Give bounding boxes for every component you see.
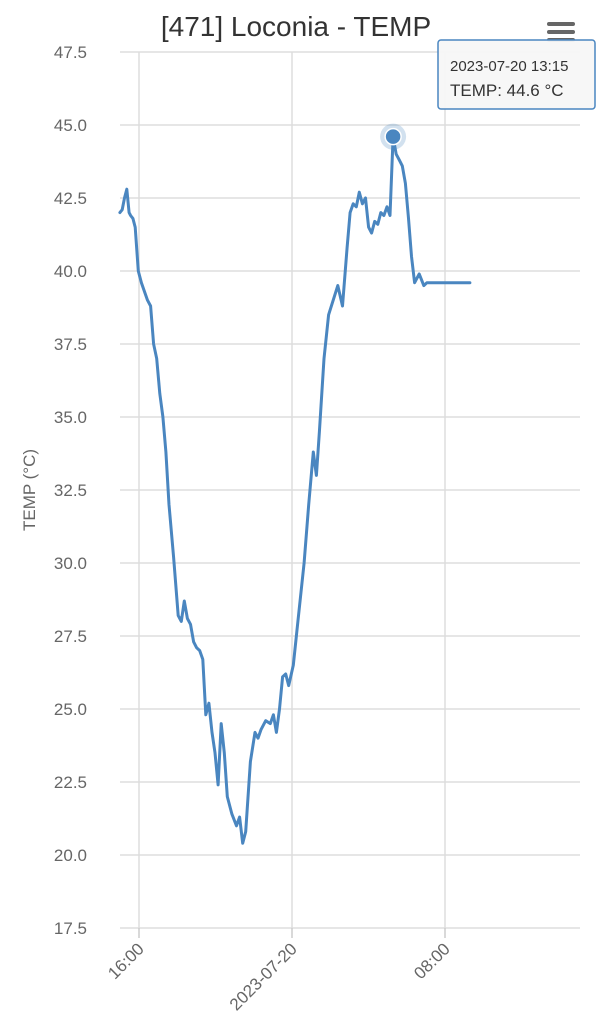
y-tick-label: 17.5 xyxy=(54,919,87,938)
x-tick-label: 2023-07-20 xyxy=(226,939,301,1014)
y-tick-label: 32.5 xyxy=(54,481,87,500)
highlighted-point[interactable] xyxy=(380,123,407,150)
y-tick-label: 25.0 xyxy=(54,700,87,719)
x-gridlines xyxy=(138,52,446,938)
y-tick-label: 35.0 xyxy=(54,408,87,427)
x-tick-label: 08:00 xyxy=(410,939,454,983)
tooltip-time: 2023-07-20 13:15 xyxy=(450,58,568,75)
y-tick-labels: 17.5 20.0 22.5 25.0 27.5 30.0 32.5 35.0 37.5 40.0… xyxy=(54,43,87,938)
y-tick-label: 22.5 xyxy=(54,773,87,792)
y-tick-label: 30.0 xyxy=(54,554,87,573)
tooltip: 2023-07-20 13:15 TEMP: 44.6 °C xyxy=(437,39,596,110)
y-tick-label: 47.5 xyxy=(54,43,87,62)
y-gridlines xyxy=(120,51,580,929)
tooltip-value: TEMP: 44.6 °C xyxy=(450,81,564,100)
y-tick-label: 42.5 xyxy=(54,189,87,208)
y-tick-label: 37.5 xyxy=(54,335,87,354)
y-tick-label: 40.0 xyxy=(54,262,87,281)
y-tick-label: 27.5 xyxy=(54,627,87,646)
x-tick-label: 16:00 xyxy=(104,939,148,983)
series-line-temp xyxy=(118,135,472,845)
y-tick-label: 20.0 xyxy=(54,846,87,865)
y-axis-label: TEMP (°C) xyxy=(20,449,39,531)
x-tick-labels: 16:00 2023-07-20 08:00 xyxy=(104,939,454,1014)
chart-title: [471] Loconia - TEMP xyxy=(161,11,431,42)
y-tick-label: 45.0 xyxy=(54,116,87,135)
hamburger-menu-icon[interactable] xyxy=(547,22,575,42)
